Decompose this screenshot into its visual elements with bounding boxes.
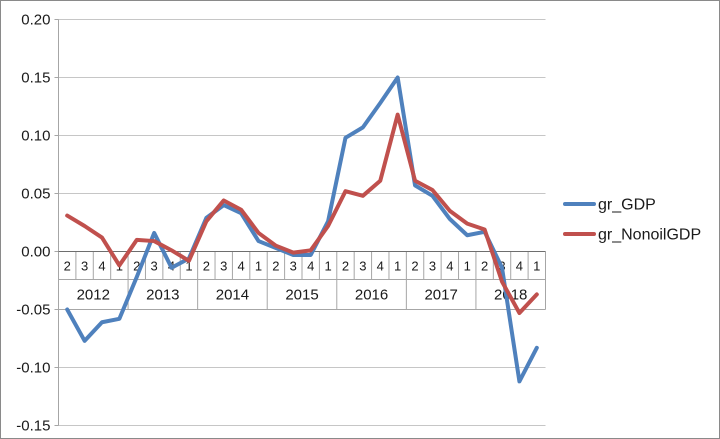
year-label: 2014 <box>216 287 249 304</box>
legend-item-gr_NonoilGDP[interactable]: gr_NonoilGDP <box>563 227 701 244</box>
quarter-label: 4 <box>307 259 314 274</box>
legend-label-gr_NonoilGDP: gr_NonoilGDP <box>598 227 701 244</box>
y-axis-label: 0.10 <box>21 128 50 145</box>
quarter-label: 2 <box>481 259 488 274</box>
quarter-label: 3 <box>81 259 88 274</box>
series-line-gr_NonoilGDP[interactable] <box>65 112 539 315</box>
quarter-label: 2 <box>342 259 349 274</box>
quarter-label: 1 <box>324 259 331 274</box>
y-axis-label: 0.05 <box>21 186 50 203</box>
y-axis-label: -0.05 <box>16 302 50 319</box>
quarter-label: 1 <box>464 259 471 274</box>
quarter-label: 4 <box>516 259 523 274</box>
year-label: 2016 <box>355 287 388 304</box>
year-label: 2013 <box>146 287 179 304</box>
year-label: 2015 <box>285 287 318 304</box>
quarter-label: 2 <box>411 259 418 274</box>
quarter-label: 3 <box>359 259 366 274</box>
quarter-label: 1 <box>394 259 401 274</box>
quarter-label: 2 <box>133 259 140 274</box>
y-axis-label: 0.15 <box>21 70 50 87</box>
quarter-label: 3 <box>290 259 297 274</box>
y-axis-label: 0.20 <box>21 12 50 29</box>
quarter-label: 3 <box>220 259 227 274</box>
quarter-label: 4 <box>446 259 453 274</box>
quarter-label: 4 <box>98 259 105 274</box>
quarter-label: 2 <box>203 259 210 274</box>
y-axis-label: -0.15 <box>16 418 50 435</box>
quarter-label: 3 <box>429 259 436 274</box>
y-axis-label: 0.00 <box>21 244 50 261</box>
legend-item-gr_GDP[interactable]: gr_GDP <box>563 197 656 214</box>
quarter-label: 2 <box>64 259 71 274</box>
series-line-gr_GDP[interactable] <box>65 75 539 384</box>
y-axis-label: -0.10 <box>16 360 50 377</box>
year-label: 2012 <box>77 287 110 304</box>
quarter-label: 1 <box>255 259 262 274</box>
quarter-label: 1 <box>533 259 540 274</box>
quarter-label: 2 <box>272 259 279 274</box>
quarter-label: 1 <box>185 259 192 274</box>
legend-label-gr_GDP: gr_GDP <box>598 197 656 214</box>
quarter-label: 4 <box>377 259 384 274</box>
quarter-label: 3 <box>151 259 158 274</box>
quarter-label: 4 <box>238 259 245 274</box>
year-label: 2017 <box>424 287 457 304</box>
